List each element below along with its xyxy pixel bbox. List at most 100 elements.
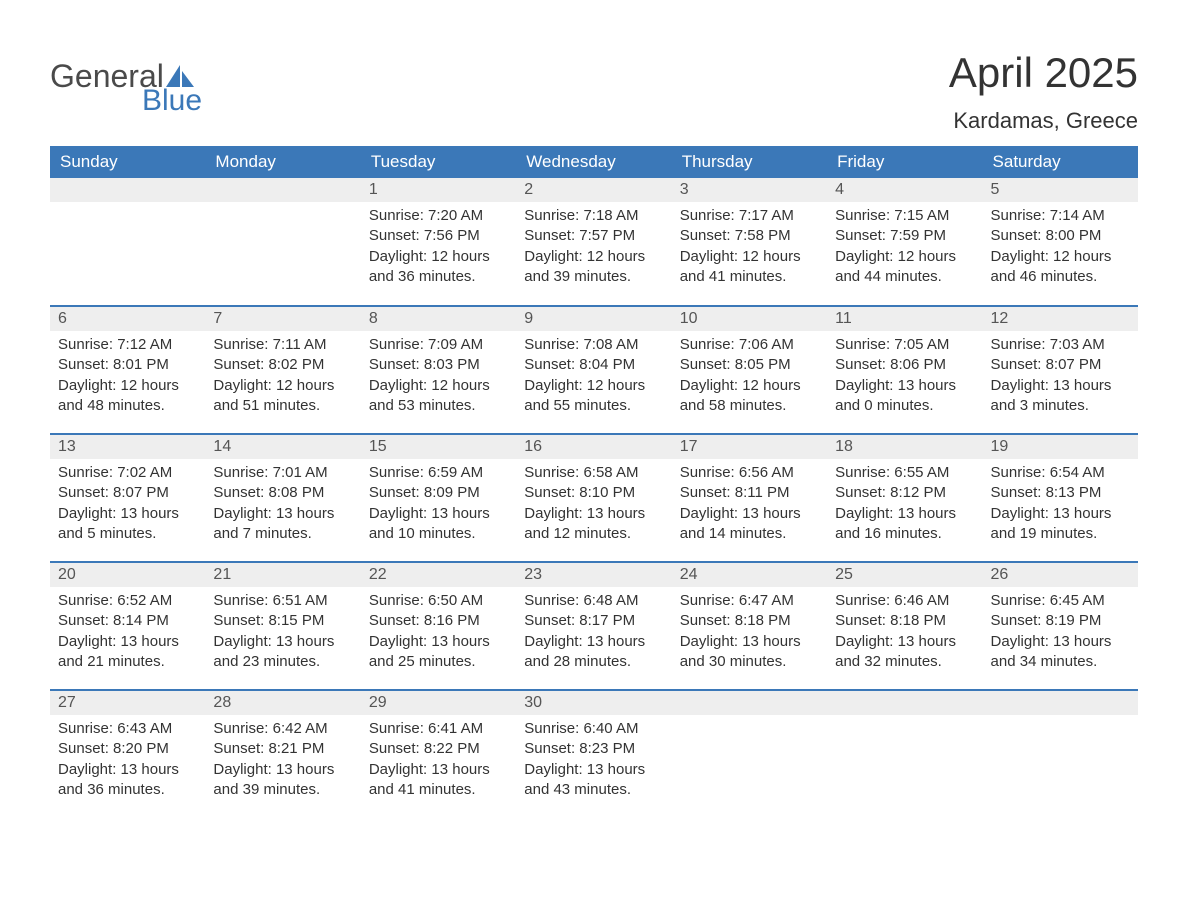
- sunrise-text: Sunrise: 6:47 AM: [680, 591, 819, 611]
- logo-word-blue: Blue: [142, 86, 202, 116]
- sunrise-text: Sunrise: 6:55 AM: [835, 463, 974, 483]
- sunrise-text: Sunrise: 6:40 AM: [524, 719, 663, 739]
- month-title: April 2025: [949, 50, 1138, 96]
- day-number: 27: [50, 691, 205, 715]
- day-number: 25: [827, 563, 982, 587]
- day-number: 4: [827, 178, 982, 202]
- daylight-text: Daylight: 13 hours and 14 minutes.: [680, 504, 819, 545]
- sunset-text: Sunset: 8:10 PM: [524, 483, 663, 503]
- sunset-text: Sunset: 8:15 PM: [213, 611, 352, 631]
- calendar-cell: 29Sunrise: 6:41 AMSunset: 8:22 PMDayligh…: [361, 690, 516, 818]
- day-details: Sunrise: 7:05 AMSunset: 8:06 PMDaylight:…: [827, 331, 982, 422]
- day-details: Sunrise: 6:47 AMSunset: 8:18 PMDaylight:…: [672, 587, 827, 678]
- day-number: 26: [983, 563, 1138, 587]
- day-number: 18: [827, 435, 982, 459]
- daylight-text: Daylight: 13 hours and 10 minutes.: [369, 504, 508, 545]
- sunrise-text: Sunrise: 7:09 AM: [369, 335, 508, 355]
- daylight-text: Daylight: 12 hours and 58 minutes.: [680, 376, 819, 417]
- calendar-cell: 28Sunrise: 6:42 AMSunset: 8:21 PMDayligh…: [205, 690, 360, 818]
- daylight-text: Daylight: 12 hours and 44 minutes.: [835, 247, 974, 288]
- title-block: April 2025 Kardamas, Greece: [949, 50, 1138, 134]
- sunset-text: Sunset: 8:07 PM: [991, 355, 1130, 375]
- daylight-text: Daylight: 13 hours and 16 minutes.: [835, 504, 974, 545]
- day-details: Sunrise: 7:15 AMSunset: 7:59 PMDaylight:…: [827, 202, 982, 293]
- sunrise-text: Sunrise: 7:12 AM: [58, 335, 197, 355]
- day-header-tue: Tuesday: [361, 146, 516, 178]
- day-details: Sunrise: 6:51 AMSunset: 8:15 PMDaylight:…: [205, 587, 360, 678]
- day-details: Sunrise: 7:03 AMSunset: 8:07 PMDaylight:…: [983, 331, 1138, 422]
- daylight-text: Daylight: 13 hours and 3 minutes.: [991, 376, 1130, 417]
- sunset-text: Sunset: 8:07 PM: [58, 483, 197, 503]
- day-number: 9: [516, 307, 671, 331]
- calendar-cell: 3Sunrise: 7:17 AMSunset: 7:58 PMDaylight…: [672, 178, 827, 306]
- daylight-text: Daylight: 13 hours and 32 minutes.: [835, 632, 974, 673]
- day-number: 13: [50, 435, 205, 459]
- daylight-text: Daylight: 13 hours and 25 minutes.: [369, 632, 508, 673]
- day-number: 24: [672, 563, 827, 587]
- sunrise-text: Sunrise: 6:41 AM: [369, 719, 508, 739]
- day-details: Sunrise: 7:20 AMSunset: 7:56 PMDaylight:…: [361, 202, 516, 293]
- calendar-cell: 22Sunrise: 6:50 AMSunset: 8:16 PMDayligh…: [361, 562, 516, 690]
- daylight-text: Daylight: 13 hours and 34 minutes.: [991, 632, 1130, 673]
- day-header-sun: Sunday: [50, 146, 205, 178]
- day-number: 22: [361, 563, 516, 587]
- calendar-cell: [983, 690, 1138, 818]
- daylight-text: Daylight: 13 hours and 36 minutes.: [58, 760, 197, 801]
- daylight-text: Daylight: 12 hours and 51 minutes.: [213, 376, 352, 417]
- sunset-text: Sunset: 8:06 PM: [835, 355, 974, 375]
- sunrise-text: Sunrise: 7:11 AM: [213, 335, 352, 355]
- day-number: 16: [516, 435, 671, 459]
- day-number: 8: [361, 307, 516, 331]
- sunrise-text: Sunrise: 6:51 AM: [213, 591, 352, 611]
- sunset-text: Sunset: 8:22 PM: [369, 739, 508, 759]
- calendar-cell: 27Sunrise: 6:43 AMSunset: 8:20 PMDayligh…: [50, 690, 205, 818]
- day-number: 28: [205, 691, 360, 715]
- day-details: Sunrise: 6:58 AMSunset: 8:10 PMDaylight:…: [516, 459, 671, 550]
- daylight-text: Daylight: 13 hours and 7 minutes.: [213, 504, 352, 545]
- day-details: Sunrise: 6:48 AMSunset: 8:17 PMDaylight:…: [516, 587, 671, 678]
- day-number: 21: [205, 563, 360, 587]
- daylight-text: Daylight: 12 hours and 39 minutes.: [524, 247, 663, 288]
- sunrise-text: Sunrise: 7:06 AM: [680, 335, 819, 355]
- daylight-text: Daylight: 12 hours and 53 minutes.: [369, 376, 508, 417]
- sunset-text: Sunset: 8:21 PM: [213, 739, 352, 759]
- sunrise-text: Sunrise: 6:46 AM: [835, 591, 974, 611]
- sunset-text: Sunset: 7:56 PM: [369, 226, 508, 246]
- daylight-text: Daylight: 13 hours and 21 minutes.: [58, 632, 197, 673]
- sunset-text: Sunset: 7:59 PM: [835, 226, 974, 246]
- day-details: Sunrise: 6:40 AMSunset: 8:23 PMDaylight:…: [516, 715, 671, 806]
- calendar-cell: 13Sunrise: 7:02 AMSunset: 8:07 PMDayligh…: [50, 434, 205, 562]
- day-details: Sunrise: 7:14 AMSunset: 8:00 PMDaylight:…: [983, 202, 1138, 293]
- day-header-fri: Friday: [827, 146, 982, 178]
- day-details: Sunrise: 7:11 AMSunset: 8:02 PMDaylight:…: [205, 331, 360, 422]
- calendar-cell: [50, 178, 205, 306]
- day-number: 1: [361, 178, 516, 202]
- day-header-sat: Saturday: [983, 146, 1138, 178]
- day-number: 15: [361, 435, 516, 459]
- sunset-text: Sunset: 8:17 PM: [524, 611, 663, 631]
- day-number: 2: [516, 178, 671, 202]
- sunset-text: Sunset: 8:03 PM: [369, 355, 508, 375]
- day-details: Sunrise: 7:02 AMSunset: 8:07 PMDaylight:…: [50, 459, 205, 550]
- day-details: Sunrise: 6:55 AMSunset: 8:12 PMDaylight:…: [827, 459, 982, 550]
- calendar-cell: [672, 690, 827, 818]
- calendar-cell: 9Sunrise: 7:08 AMSunset: 8:04 PMDaylight…: [516, 306, 671, 434]
- daylight-text: Daylight: 13 hours and 12 minutes.: [524, 504, 663, 545]
- day-details: Sunrise: 7:01 AMSunset: 8:08 PMDaylight:…: [205, 459, 360, 550]
- calendar-cell: 24Sunrise: 6:47 AMSunset: 8:18 PMDayligh…: [672, 562, 827, 690]
- sunrise-text: Sunrise: 7:08 AM: [524, 335, 663, 355]
- sunrise-text: Sunrise: 6:59 AM: [369, 463, 508, 483]
- daylight-text: Daylight: 12 hours and 41 minutes.: [680, 247, 819, 288]
- sunrise-text: Sunrise: 7:05 AM: [835, 335, 974, 355]
- daylight-text: Daylight: 12 hours and 48 minutes.: [58, 376, 197, 417]
- day-number: 17: [672, 435, 827, 459]
- sunrise-text: Sunrise: 6:43 AM: [58, 719, 197, 739]
- calendar-cell: 5Sunrise: 7:14 AMSunset: 8:00 PMDaylight…: [983, 178, 1138, 306]
- sunrise-text: Sunrise: 7:02 AM: [58, 463, 197, 483]
- sunset-text: Sunset: 8:02 PM: [213, 355, 352, 375]
- sunset-text: Sunset: 8:18 PM: [680, 611, 819, 631]
- day-number: 10: [672, 307, 827, 331]
- day-number: [827, 691, 982, 715]
- calendar-table: Sunday Monday Tuesday Wednesday Thursday…: [50, 146, 1138, 818]
- calendar-cell: 6Sunrise: 7:12 AMSunset: 8:01 PMDaylight…: [50, 306, 205, 434]
